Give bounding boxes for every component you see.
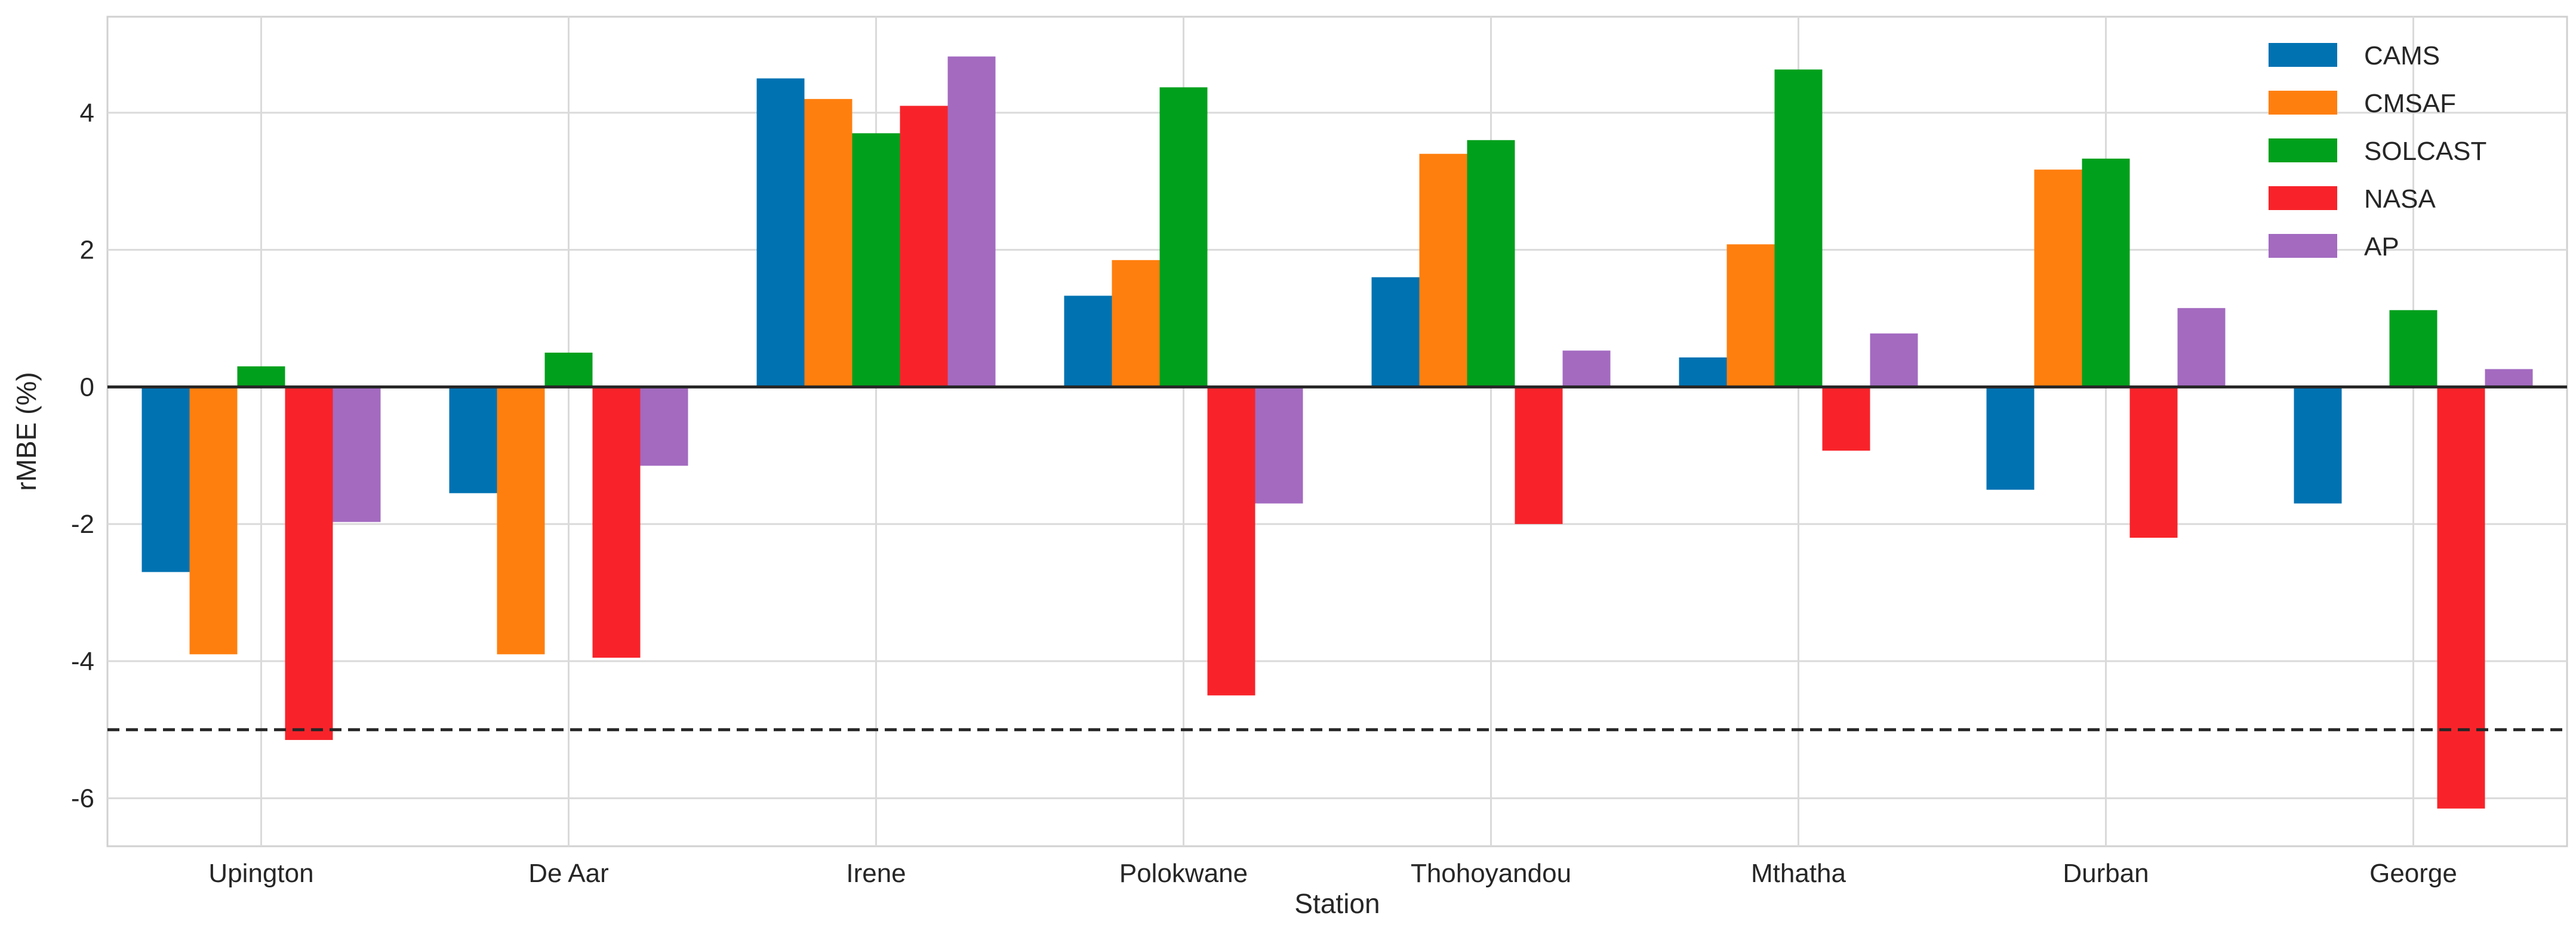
bar-nasa-thohoyandou [1515,387,1563,525]
bar-solcast-polokwane [1159,87,1208,387]
bar-ap-polokwane [1255,387,1303,504]
y-tick-label: 0 [80,372,94,402]
reference-lines [107,385,2567,732]
bar-cams-mthatha [1679,357,1727,387]
bar-nasa-polokwane [1207,387,1255,696]
x-tick-label: Durban [2063,859,2149,888]
y-tick-label: -4 [71,647,94,676]
bar-cmsaf-de-aar [497,387,545,655]
bar-ap-durban [2177,308,2226,387]
bar-solcast-mthatha [1774,69,1823,387]
y-tick-label: -6 [71,784,94,813]
legend-swatch-solcast [2269,138,2337,162]
legend-label-nasa: NASA [2364,184,2436,214]
x-tick-label: De Aar [528,859,609,888]
x-tick-label: Mthatha [1751,859,1846,888]
bar-cams-de-aar [449,387,497,494]
x-axis-label: Station [1294,888,1380,919]
bar-cmsaf-polokwane [1112,260,1160,387]
bar-cmsaf-thohoyandou [1419,153,1467,387]
legend-label-solcast: SOLCAST [2364,137,2486,166]
legend-label-ap: AP [2364,232,2399,261]
bar-cmsaf-mthatha [1726,244,1775,387]
bar-nasa-de-aar [592,387,641,658]
y-tick-label: -2 [71,510,94,539]
bar-cams-durban [1986,387,2035,490]
y-tick-label: 2 [80,236,94,265]
x-tick-label: Upington [208,859,313,888]
bar-ap-irene [947,56,996,387]
legend-swatch-cams [2269,43,2337,67]
bar-solcast-george [2389,310,2437,387]
bar-solcast-durban [2082,158,2130,387]
x-tick-label: Polokwane [1119,859,1248,888]
bar-ap-george [2485,369,2533,387]
legend-label-cams: CAMS [2364,41,2440,70]
bar-nasa-mthatha [1822,387,1870,451]
bars [141,56,2533,809]
tick-labels: -6 -4 -2 0 2 4 Upington De Aar Irene Polokwane Tho… [71,98,2457,888]
bar-cams-polokwane [1064,295,1112,387]
y-axis-label: rMBE (%) [11,372,42,491]
bar-cmsaf-upington [189,387,238,655]
x-tick-label: Irene [846,859,906,888]
bar-solcast-irene [852,133,900,387]
legend-swatch-ap [2269,234,2337,258]
bar-solcast-thohoyandou [1467,140,1515,387]
bar-ap-upington [333,387,381,522]
y-tick-label: 4 [80,98,94,128]
legend-swatch-nasa [2269,186,2337,210]
bar-cams-thohoyandou [1371,277,1420,387]
legend: CAMS CMSAF SOLCAST NASA AP [2269,41,2486,261]
x-tick-label: Thohoyandou [1411,859,1571,888]
x-tick-label: George [2369,859,2457,888]
bar-solcast-upington [237,366,285,387]
bar-cams-george [2294,387,2342,504]
bar-cmsaf-durban [2034,169,2082,387]
bar-ap-mthatha [1870,333,1918,387]
bar-ap-de-aar [640,387,688,466]
bar-nasa-upington [285,387,333,740]
legend-swatch-cmsaf [2269,91,2337,115]
bar-cmsaf-irene [804,98,852,387]
bar-ap-thohoyandou [1562,350,1611,387]
legend-label-cmsaf: CMSAF [2364,89,2456,118]
bar-nasa-durban [2129,387,2178,538]
bar-nasa-irene [900,106,948,387]
bar-solcast-de-aar [544,352,593,387]
bar-cams-upington [141,387,190,572]
bar-cams-irene [756,78,805,387]
bar-nasa-george [2437,387,2485,809]
